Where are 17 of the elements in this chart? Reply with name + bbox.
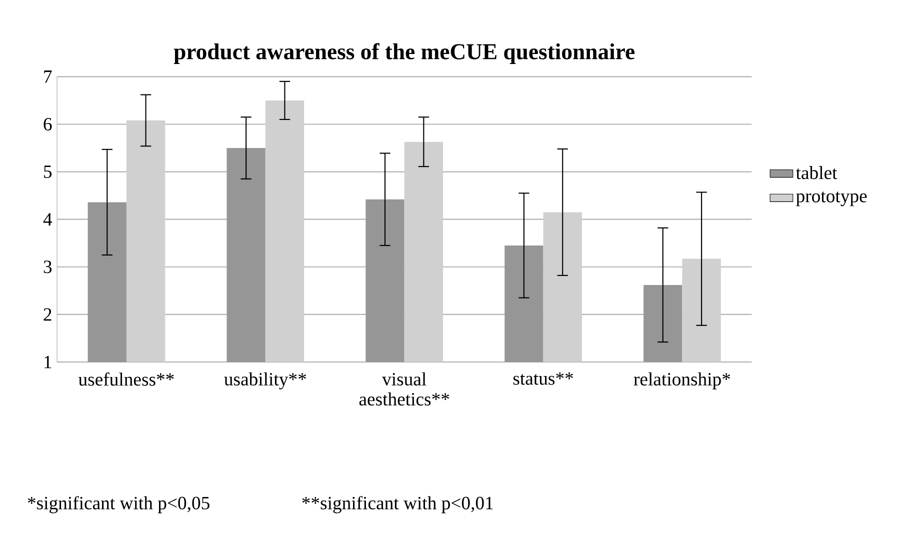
y-tick-label: 7 [44,70,52,83]
legend-label: prototype [796,192,867,206]
x-tick-label: relationship* [634,372,730,390]
text: *significant with p<0,05 [28,496,210,514]
x-tick-label: status** [513,372,573,385]
x-tick-label: usefulness** [78,372,174,386]
legend-label: tablet [796,166,838,180]
x-tick-label: usability** [224,372,306,390]
y-tick-label: 3 [44,260,52,274]
x-tick-label: visual aesthetics** [359,372,450,406]
y-tick-label: 1 [44,356,52,368]
chart-title: product awareness of the meCUE questionnaire [174,43,634,64]
y-tick-label: 5 [44,166,52,178]
y-tick-label: 6 [44,118,52,131]
y-tick-label: 2 [44,308,52,321]
text: **significant with p<0,01 [302,496,493,514]
y-tick-label: 4 [43,213,52,226]
